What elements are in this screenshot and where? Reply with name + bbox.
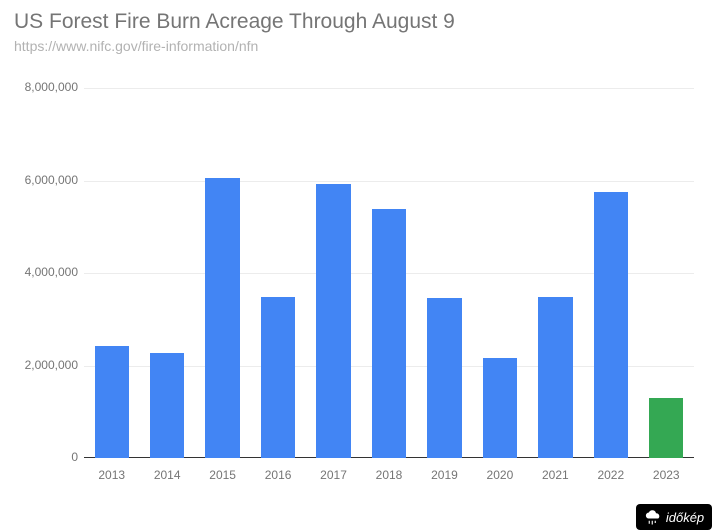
watermark-badge: időkép: [636, 504, 712, 530]
grid-line: [84, 88, 694, 89]
bar: [95, 346, 129, 458]
bar: [594, 192, 628, 458]
x-tick-label: 2020: [487, 468, 514, 482]
chart-subtitle: https://www.nifc.gov/fire-information/nf…: [14, 38, 258, 54]
bar: [316, 184, 350, 458]
bar: [372, 209, 406, 458]
x-tick-label: 2017: [320, 468, 347, 482]
chart-container: US Forest Fire Burn Acreage Through Augu…: [0, 0, 716, 532]
x-tick-label: 2013: [98, 468, 125, 482]
y-tick-label: 2,000,000: [6, 358, 78, 372]
bar: [205, 178, 239, 458]
plot-area: [84, 88, 694, 458]
x-tick-label: 2014: [154, 468, 181, 482]
bar: [150, 353, 184, 458]
bar: [427, 298, 461, 458]
x-tick-label: 2019: [431, 468, 458, 482]
chart-title: US Forest Fire Burn Acreage Through Augu…: [14, 10, 455, 34]
x-tick-label: 2021: [542, 468, 569, 482]
x-tick-label: 2018: [376, 468, 403, 482]
x-tick-label: 2023: [653, 468, 680, 482]
y-tick-label: 8,000,000: [6, 80, 78, 94]
bar: [538, 297, 572, 458]
x-tick-label: 2016: [265, 468, 292, 482]
x-tick-label: 2022: [597, 468, 624, 482]
x-tick-label: 2015: [209, 468, 236, 482]
bar: [649, 398, 683, 458]
bar: [483, 358, 517, 458]
y-tick-label: 4,000,000: [6, 265, 78, 279]
y-tick-label: 6,000,000: [6, 173, 78, 187]
grid-line: [84, 181, 694, 182]
cloud-icon: [644, 508, 662, 526]
watermark-text: időkép: [666, 510, 704, 525]
y-tick-label: 0: [6, 450, 78, 464]
bar: [261, 297, 295, 458]
